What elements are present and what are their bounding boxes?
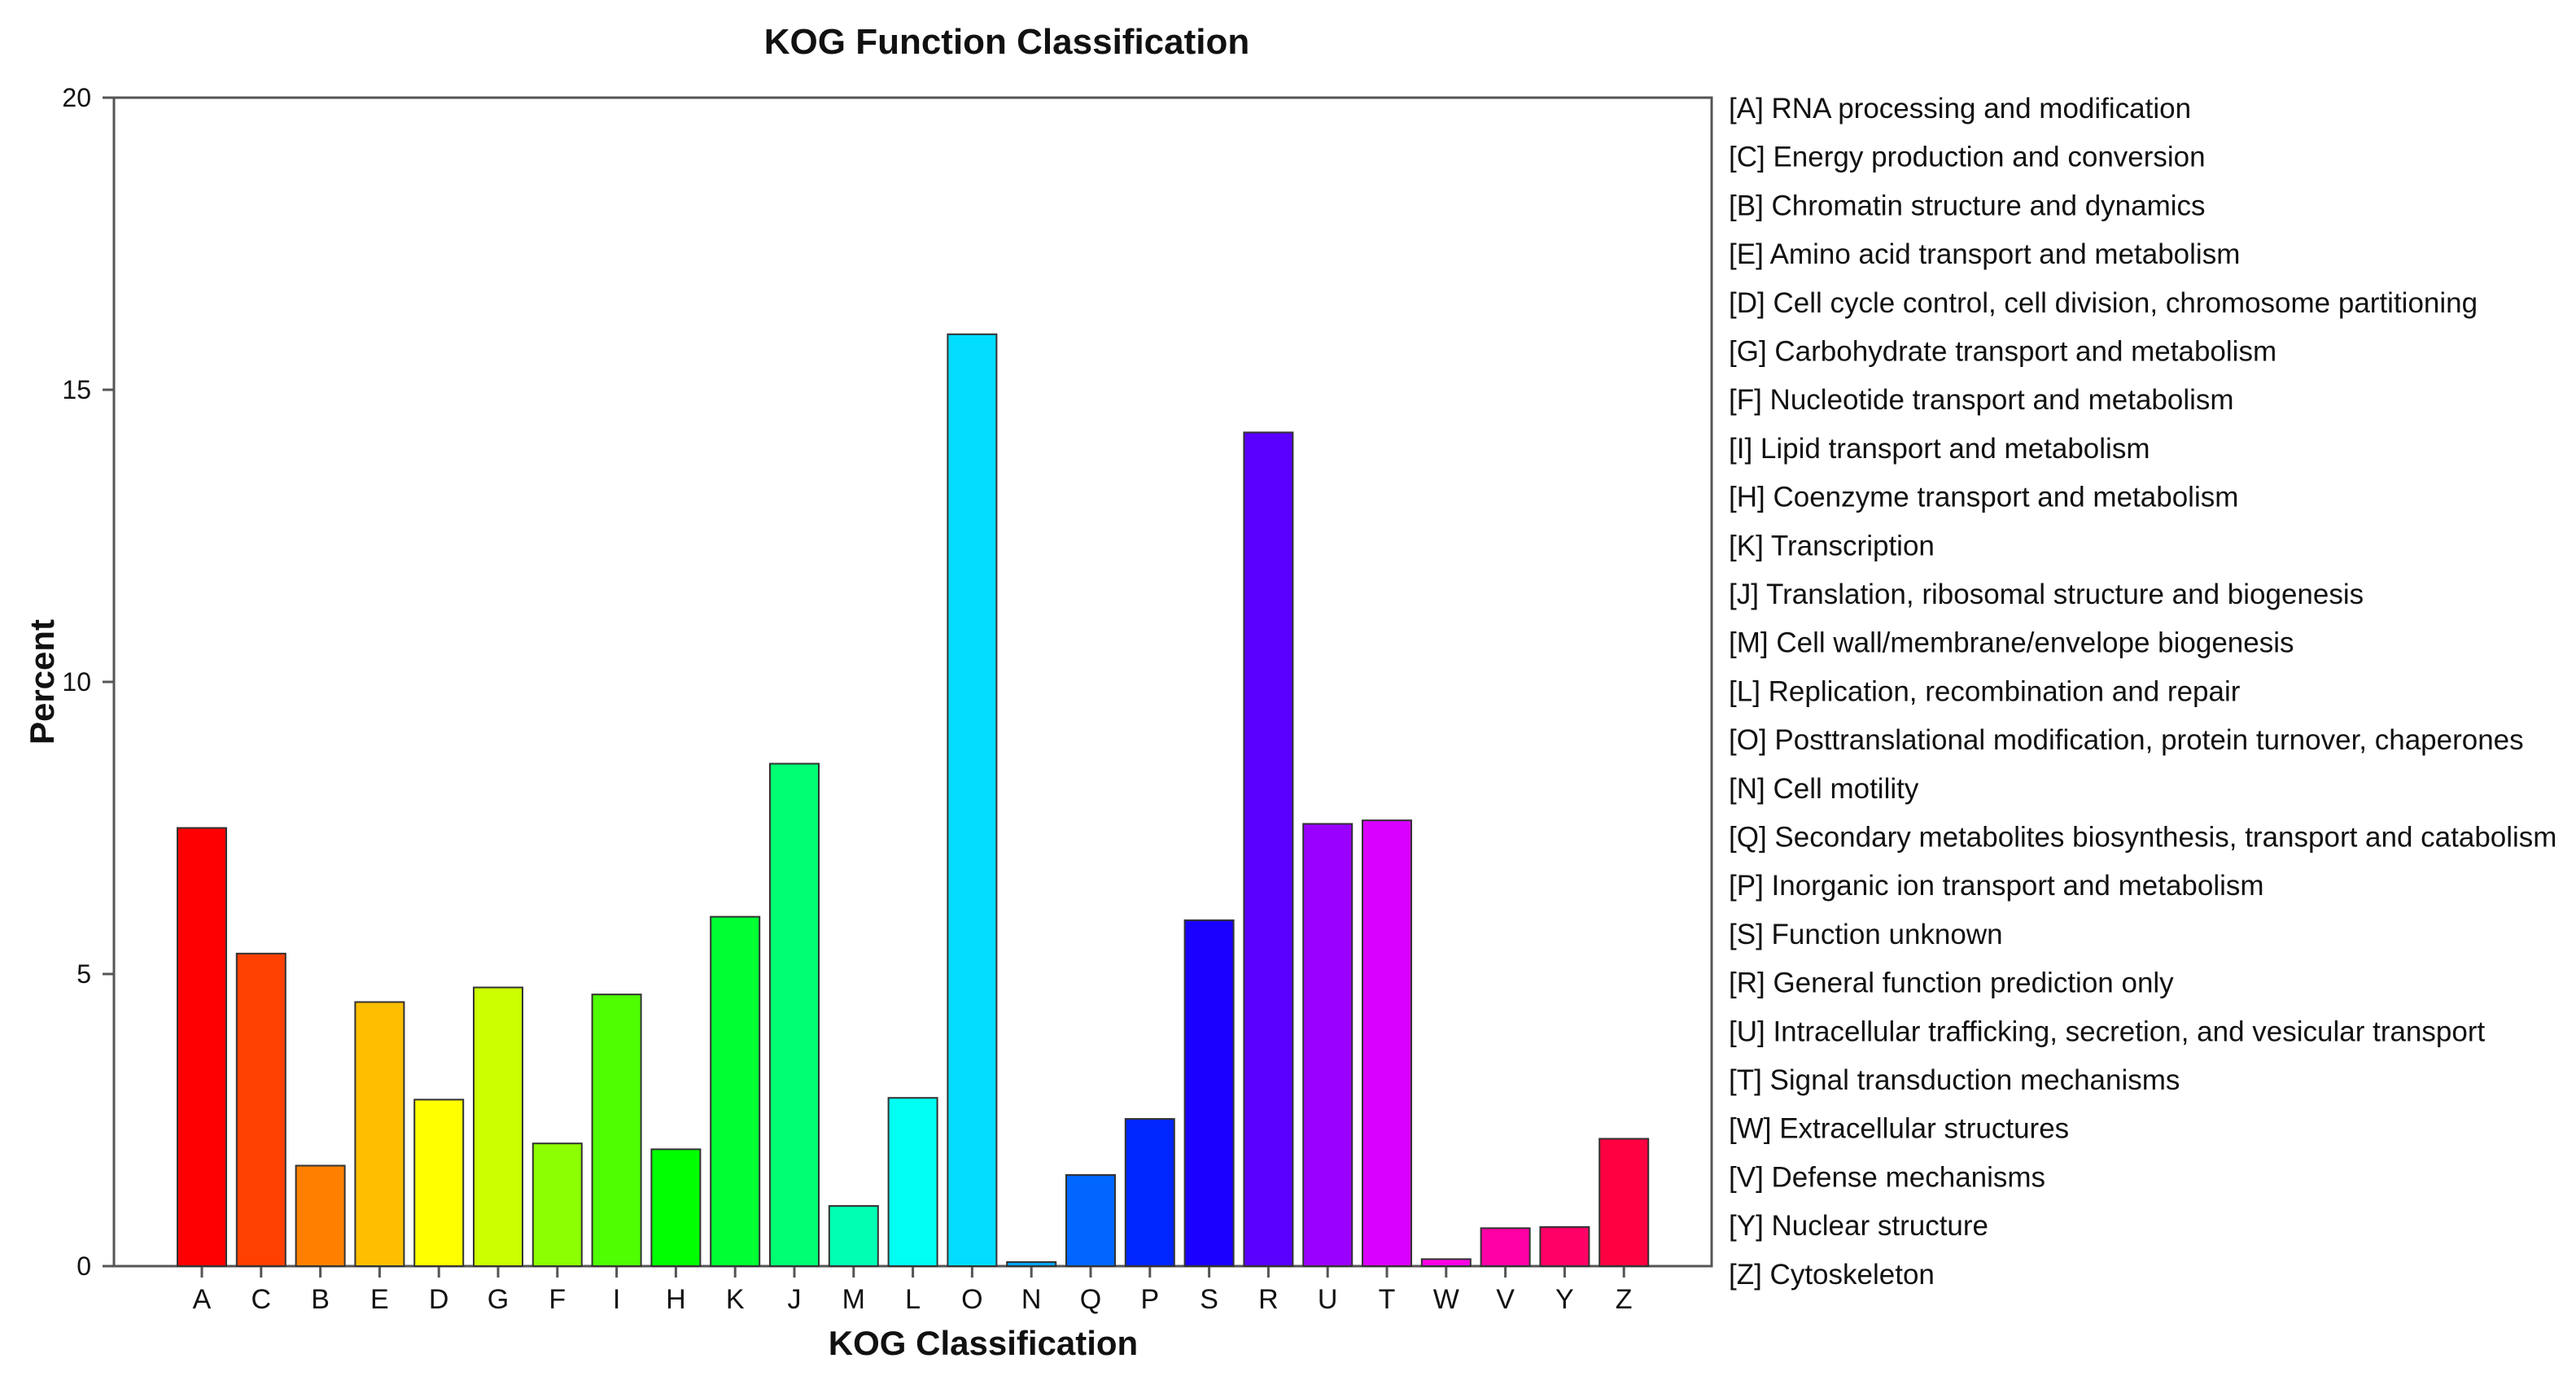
legend-item: [U] Intracellular trafficking, secretion…: [1729, 1016, 2485, 1047]
legend-item: [Y] Nuclear structure: [1729, 1210, 1988, 1242]
bar-v: [1480, 1227, 1531, 1267]
x-tick-label-c: C: [251, 1284, 272, 1315]
legend-item: [M] Cell wall/membrane/envelope biogenes…: [1729, 627, 2294, 659]
legend-item: [I] Lipid transport and metabolism: [1729, 433, 2150, 465]
bar-f: [531, 1142, 583, 1267]
legend-item: [F] Nucleotide transport and metabolism: [1729, 384, 2234, 416]
y-axis: 0 5 10 15 20: [62, 83, 114, 1281]
x-tick-label-k: K: [726, 1284, 745, 1315]
legend: [A] RNA processing and modification [C] E…: [1729, 93, 2556, 1291]
bar-q: [1065, 1173, 1116, 1267]
bar-r: [1243, 431, 1294, 1268]
bar-g: [473, 986, 523, 1268]
bar-s: [1183, 919, 1235, 1267]
x-tick-label-u: U: [1318, 1284, 1338, 1315]
bar-o: [947, 333, 998, 1267]
legend-item: [C] Energy production and conversion: [1729, 142, 2206, 173]
bar-l: [887, 1097, 938, 1267]
bar-k: [710, 915, 761, 1267]
y-tick-label: 0: [77, 1251, 91, 1281]
y-tick-label: 15: [62, 375, 91, 404]
x-tick-label-o: O: [961, 1284, 982, 1315]
legend-item: [W] Extracellular structures: [1729, 1113, 2069, 1145]
legend-item: [O] Posttranslational modification, prot…: [1729, 724, 2524, 756]
legend-item: [T] Signal transduction mechanisms: [1729, 1064, 2180, 1096]
legend-item: [P] Inorganic ion transport and metaboli…: [1729, 870, 2264, 902]
x-tick-label-a: A: [193, 1284, 212, 1315]
bar-w: [1420, 1258, 1472, 1268]
legend-item: [J] Translation, ribosomal structure and…: [1729, 579, 2364, 610]
bar-a: [177, 827, 227, 1267]
legend-item: [K] Transcription: [1729, 530, 1935, 561]
legend-item: [D] Cell cycle control, cell division, c…: [1729, 287, 2478, 319]
bar-n: [1006, 1260, 1057, 1267]
y-tick-label: 5: [77, 959, 91, 989]
legend-item: [N] Cell motility: [1729, 773, 1919, 805]
legend-item: [H] Coenzyme transport and metabolism: [1729, 482, 2238, 513]
legend-item: [L] Replication, recombination and repai…: [1729, 675, 2241, 707]
legend-item: [R] General function prediction only: [1729, 967, 2174, 999]
x-tick-label-s: S: [1200, 1284, 1218, 1315]
legend-item: [B] Chromatin structure and dynamics: [1729, 190, 2206, 221]
x-tick-label-l: L: [905, 1284, 921, 1315]
legend-item: [A] RNA processing and modification: [1729, 93, 2191, 124]
bar-p: [1124, 1118, 1175, 1267]
bar-b: [295, 1164, 346, 1268]
x-tick-label-n: N: [1021, 1284, 1042, 1315]
bar-d: [413, 1099, 465, 1267]
x-tick-label-g: G: [488, 1284, 509, 1315]
x-tick-label-y: Y: [1555, 1284, 1574, 1315]
x-axis-title: KOG Classification: [829, 1324, 1138, 1362]
y-axis-title: Percent: [23, 619, 61, 745]
y-tick-label: 10: [62, 667, 91, 697]
x-tick-label-j: J: [788, 1284, 802, 1315]
x-tick-label-t: T: [1379, 1284, 1396, 1315]
legend-item: [S] Function unknown: [1729, 919, 2003, 950]
x-tick-label-e: E: [370, 1284, 389, 1315]
x-tick-label-f: F: [549, 1284, 566, 1315]
x-tick-label-b: B: [311, 1284, 330, 1315]
x-tick-label-p: P: [1140, 1284, 1159, 1315]
bar-t: [1362, 819, 1412, 1267]
bar-i: [591, 994, 642, 1267]
bar-h: [650, 1148, 702, 1268]
bar-c: [235, 952, 286, 1267]
bar-u: [1302, 823, 1354, 1267]
x-tick-label-r: R: [1258, 1284, 1279, 1315]
bar-z: [1599, 1138, 1650, 1267]
bar-y: [1539, 1225, 1590, 1268]
legend-item: [E] Amino acid transport and metabolism: [1729, 238, 2240, 270]
legend-item: [G] Carbohydrate transport and metabolis…: [1729, 336, 2276, 368]
x-tick-label-m: M: [842, 1284, 865, 1315]
legend-item: [Z] Cytoskeleton: [1729, 1259, 1935, 1291]
x-tick-label-w: W: [1433, 1284, 1459, 1315]
x-tick-label-v: V: [1496, 1284, 1515, 1315]
x-tick-label-d: D: [429, 1284, 449, 1315]
x-tick-label-i: I: [613, 1284, 620, 1315]
bar-e: [354, 1001, 405, 1267]
bar-j: [769, 762, 820, 1267]
x-tick-label-h: H: [666, 1284, 686, 1315]
x-tick-label-q: Q: [1080, 1284, 1101, 1315]
y-tick-label: 20: [62, 83, 91, 112]
chart-title: KOG Function Classification: [764, 22, 1250, 62]
legend-item: [V] Defense mechanisms: [1729, 1161, 2045, 1193]
bars: [177, 333, 1650, 1268]
plot-frame: [112, 96, 1713, 1268]
legend-item: [Q] Secondary metabolites biosynthesis, …: [1729, 822, 2556, 854]
bar-m: [828, 1205, 879, 1268]
x-tick-label-z: Z: [1616, 1284, 1633, 1315]
